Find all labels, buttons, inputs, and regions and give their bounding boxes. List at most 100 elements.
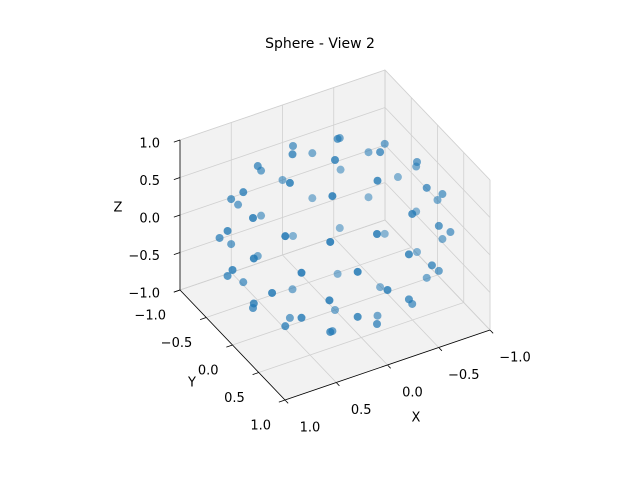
point [223, 271, 232, 280]
x-tick-label: −1.0 [499, 351, 531, 366]
point [326, 237, 335, 246]
grid-line [384, 182, 491, 293]
point [308, 194, 317, 203]
x-tick [387, 364, 391, 369]
point [333, 134, 342, 143]
point [438, 190, 447, 199]
point [227, 240, 236, 249]
point [328, 192, 337, 201]
grid-line [258, 302, 464, 373]
point [404, 250, 413, 259]
grid-line [179, 69, 386, 141]
point [422, 183, 431, 192]
point [278, 176, 287, 184]
point [373, 311, 382, 320]
y-tick-label: 1.0 [250, 419, 271, 434]
z-axis-label: Z [114, 201, 123, 216]
point [285, 178, 294, 187]
point [427, 261, 436, 270]
point [223, 226, 232, 235]
point [433, 196, 442, 204]
chart-title: Sphere - View 2 [265, 36, 375, 52]
x-tick [489, 329, 494, 334]
x-tick [438, 347, 443, 352]
grid-line [384, 69, 491, 181]
x-tick [284, 399, 289, 404]
point [297, 268, 306, 277]
x-axis-label: X [412, 411, 421, 426]
point [215, 233, 224, 242]
z-tick-label: −1.0 [128, 287, 160, 302]
z-tick-label: 0.0 [139, 212, 160, 227]
point [422, 273, 431, 282]
z-tick-label: 1.0 [139, 137, 160, 152]
point [285, 313, 294, 322]
axis-line [284, 329, 491, 401]
point [281, 232, 290, 241]
point [438, 235, 447, 244]
y-tick [226, 344, 233, 348]
point [325, 296, 334, 305]
point [288, 285, 297, 294]
x-tick-label: 0.0 [402, 386, 423, 401]
point [353, 267, 362, 276]
z-tick [173, 139, 181, 143]
point [333, 269, 342, 278]
y-tick-label: 0.5 [224, 391, 245, 406]
z-tick [173, 214, 181, 218]
point [335, 224, 344, 233]
y-tick-label: 0.0 [198, 364, 219, 379]
point [288, 150, 297, 159]
z-tick-label: −0.5 [128, 249, 160, 264]
point [331, 306, 339, 314]
point [376, 283, 385, 292]
z-tick [173, 252, 181, 255]
point [353, 312, 362, 321]
point [446, 228, 455, 237]
y-tick-label: −1.0 [134, 309, 166, 324]
axis-line [179, 289, 286, 401]
point [380, 229, 389, 238]
grid-line [179, 182, 386, 253]
point [281, 322, 290, 331]
point [227, 195, 236, 204]
y-tick-label: −0.5 [161, 336, 193, 351]
point [373, 176, 382, 185]
x-tick-label: 0.5 [351, 403, 372, 418]
point [308, 149, 317, 158]
point [297, 313, 306, 322]
point [257, 211, 266, 220]
grid-line [179, 219, 386, 291]
y-tick [278, 399, 286, 403]
x-tick-label: −0.5 [448, 368, 480, 383]
grid-line [384, 219, 491, 331]
point [328, 327, 337, 336]
point [413, 248, 421, 256]
grid-line [384, 107, 491, 218]
point [413, 158, 421, 166]
y-tick [199, 317, 207, 320]
z-tick [173, 177, 181, 180]
z-tick-label: 0.5 [139, 174, 160, 189]
point [289, 142, 297, 150]
point [289, 232, 297, 240]
y-axis-label: Y [187, 376, 196, 391]
point [239, 188, 248, 197]
x-tick-label: 1.0 [300, 421, 321, 436]
point [364, 193, 373, 202]
point [234, 200, 243, 209]
x-tick [335, 382, 340, 387]
point [253, 162, 262, 171]
point [253, 252, 262, 261]
grid-line [179, 107, 386, 178]
point [331, 156, 339, 164]
point [380, 139, 389, 148]
point [393, 173, 402, 182]
grid-line [206, 247, 412, 318]
point [228, 266, 237, 274]
point [408, 209, 417, 218]
point [373, 320, 381, 328]
point [434, 221, 443, 230]
point [239, 278, 248, 287]
